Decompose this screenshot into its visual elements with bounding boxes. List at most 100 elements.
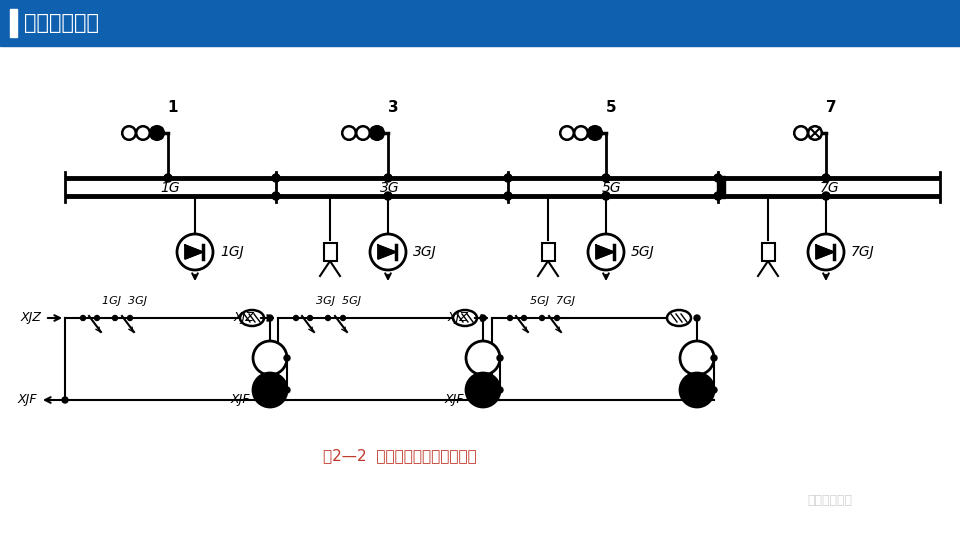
Circle shape: [164, 174, 172, 182]
Circle shape: [504, 174, 512, 182]
Circle shape: [341, 315, 346, 321]
Text: XJF: XJF: [230, 394, 250, 407]
Text: 3: 3: [388, 99, 398, 114]
Circle shape: [94, 315, 100, 321]
Circle shape: [136, 126, 150, 140]
Circle shape: [344, 127, 354, 138]
Text: 考试复习资料: 考试复习资料: [807, 494, 852, 507]
Circle shape: [555, 315, 560, 321]
Circle shape: [794, 126, 808, 140]
Text: 1GJ: 1GJ: [220, 245, 244, 259]
Circle shape: [540, 315, 544, 321]
Circle shape: [122, 126, 136, 140]
Circle shape: [137, 127, 149, 138]
Circle shape: [508, 315, 513, 321]
Circle shape: [497, 387, 503, 393]
Text: 3G: 3G: [380, 181, 399, 195]
Circle shape: [325, 315, 330, 321]
Circle shape: [124, 127, 134, 138]
Circle shape: [370, 234, 406, 270]
Circle shape: [808, 234, 844, 270]
Circle shape: [588, 126, 602, 140]
Circle shape: [267, 315, 273, 321]
Circle shape: [822, 174, 830, 182]
Circle shape: [497, 355, 503, 361]
Text: 7: 7: [826, 99, 836, 114]
Circle shape: [714, 174, 722, 182]
Circle shape: [150, 126, 164, 140]
Circle shape: [480, 315, 486, 321]
Circle shape: [356, 126, 370, 140]
Circle shape: [796, 127, 806, 138]
Text: XJZ: XJZ: [448, 312, 469, 325]
Circle shape: [370, 126, 384, 140]
Circle shape: [272, 174, 280, 182]
Circle shape: [177, 234, 213, 270]
Text: 1GJ  3GJ: 1GJ 3GJ: [103, 296, 148, 306]
Bar: [0, 0, 960, 46]
Circle shape: [253, 373, 287, 407]
Text: 3GJ: 3GJ: [413, 245, 437, 259]
Text: 5GJ  7GJ: 5GJ 7GJ: [530, 296, 574, 306]
Text: 1G: 1G: [160, 181, 180, 195]
Text: 自动闭塞概述: 自动闭塞概述: [24, 13, 99, 33]
Circle shape: [112, 315, 117, 321]
Circle shape: [489, 397, 495, 403]
Circle shape: [81, 315, 85, 321]
Circle shape: [574, 126, 588, 140]
Ellipse shape: [667, 310, 691, 326]
Circle shape: [602, 192, 610, 200]
Text: XJZ: XJZ: [234, 312, 255, 325]
Text: 5: 5: [606, 99, 616, 114]
Circle shape: [680, 341, 714, 375]
Circle shape: [384, 174, 392, 182]
Circle shape: [602, 174, 610, 182]
Circle shape: [294, 315, 299, 321]
Circle shape: [822, 192, 830, 200]
Circle shape: [808, 126, 822, 140]
Circle shape: [128, 315, 132, 321]
Polygon shape: [596, 245, 614, 259]
Circle shape: [284, 387, 290, 393]
Circle shape: [521, 315, 526, 321]
Circle shape: [711, 387, 717, 393]
Circle shape: [466, 373, 500, 407]
Text: XJZ: XJZ: [21, 312, 42, 325]
Circle shape: [284, 355, 290, 361]
Text: XJF: XJF: [444, 394, 464, 407]
Polygon shape: [378, 245, 396, 259]
Circle shape: [711, 355, 717, 361]
Circle shape: [809, 127, 821, 138]
Ellipse shape: [453, 310, 477, 326]
Circle shape: [384, 192, 392, 200]
Circle shape: [466, 341, 500, 375]
Bar: [10, 9, 17, 37]
Text: 3GJ  5GJ: 3GJ 5GJ: [316, 296, 361, 306]
Text: 1: 1: [168, 99, 179, 114]
Circle shape: [560, 126, 574, 140]
Ellipse shape: [240, 310, 264, 326]
Text: 5G: 5G: [602, 181, 622, 195]
Circle shape: [253, 341, 287, 375]
Circle shape: [504, 192, 512, 200]
Polygon shape: [816, 245, 834, 259]
Circle shape: [694, 315, 700, 321]
Text: XJF: XJF: [17, 394, 37, 407]
Text: 7G: 7G: [820, 181, 840, 195]
Text: 5GJ: 5GJ: [631, 245, 655, 259]
Circle shape: [357, 127, 369, 138]
Bar: [762, 243, 775, 261]
Circle shape: [588, 234, 624, 270]
Polygon shape: [185, 245, 203, 259]
Bar: [717, 176, 725, 198]
Circle shape: [275, 397, 281, 403]
Circle shape: [342, 126, 356, 140]
Bar: [542, 243, 555, 261]
Circle shape: [575, 127, 587, 138]
Circle shape: [62, 397, 68, 403]
Circle shape: [714, 192, 722, 200]
Circle shape: [272, 192, 280, 200]
Circle shape: [307, 315, 313, 321]
Bar: [324, 243, 337, 261]
Text: 图2—2  三显示自动闭塞基本原理: 图2—2 三显示自动闭塞基本原理: [324, 449, 477, 463]
